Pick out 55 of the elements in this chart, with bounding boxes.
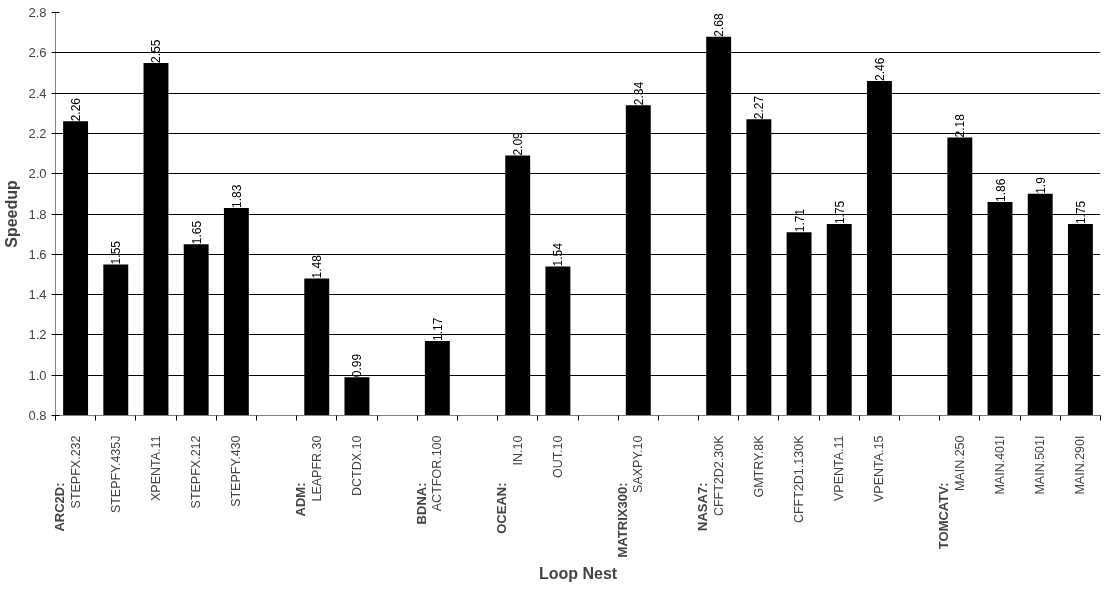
- data-label: 1.17: [430, 317, 445, 341]
- data-label: 2.46: [872, 57, 887, 82]
- y-tick-label: 0.8: [28, 408, 47, 423]
- x-tick-label: STEPFX.212: [189, 435, 204, 509]
- y-tick-label: 1.6: [28, 246, 47, 262]
- x-tick-label: MAIN.290I: [1073, 435, 1088, 495]
- x-tick-label: CFFT2D1.130K: [792, 434, 807, 524]
- text: ADM:: [293, 482, 309, 517]
- data-label: 1.75: [832, 200, 847, 225]
- data-label: 1.86: [993, 178, 1008, 202]
- data-label: 1.9: [1033, 176, 1048, 194]
- x-tick-label: VPENTA.11: [832, 435, 847, 502]
- x-tick-label: DCTDX.10: [349, 435, 364, 496]
- y-axis-title: Speedup: [3, 179, 21, 248]
- data-label: 1.65: [189, 220, 204, 245]
- y-tick-label: 2.4: [28, 85, 47, 101]
- x-tick-label: SAXPY.10: [631, 435, 646, 493]
- text: TOMCATV:: [936, 482, 952, 550]
- data-label: 1.75: [1073, 200, 1088, 225]
- x-tick-label: XPENTA.11: [148, 435, 163, 502]
- text: MATRIX300:: [614, 482, 630, 558]
- data-label: 1.83: [229, 184, 244, 208]
- x-tick-label: MAIN.501I: [1033, 435, 1048, 495]
- x-tick-label: OUT.10: [550, 435, 565, 478]
- y-tick-label: 2.6: [28, 45, 47, 61]
- x-tick-label: IN.10: [510, 435, 525, 466]
- data-label: 1.71: [792, 208, 807, 233]
- data-label: 1.55: [109, 240, 124, 265]
- x-tick-label: STEPFX.232: [68, 435, 83, 509]
- y-tick-label: 1.8: [28, 206, 47, 222]
- data-label: 2.26: [69, 97, 84, 122]
- text: OCEAN:: [494, 482, 510, 534]
- x-tick-label: CFFT2D2.30K: [711, 434, 726, 517]
- data-label: 2.55: [149, 39, 164, 63]
- data-label: 2.68: [712, 13, 727, 37]
- text: BDNA:: [413, 482, 429, 525]
- y-tick-label: 2.0: [28, 166, 47, 182]
- data-label: 1.48: [310, 254, 325, 279]
- x-tick-label: MAIN.401I: [993, 435, 1008, 495]
- y-tick-label: 1.0: [28, 367, 47, 383]
- x-tick-label: VPENTA.15: [872, 435, 887, 502]
- data-label: 2.27: [752, 95, 767, 120]
- x-tick-label: STEPFY.435J: [108, 435, 123, 514]
- x-tick-label: GMTRY.8K: [751, 434, 766, 498]
- y-tick-label: 2.2: [28, 125, 47, 141]
- x-tick-label: STEPFY.430: [229, 435, 244, 507]
- x-tick-label: MAIN.250: [952, 435, 967, 492]
- y-tick-label: 2.8: [28, 5, 47, 20]
- text: NASA7:: [695, 482, 711, 531]
- x-tick-label: ACTFOR.100: [430, 435, 445, 512]
- x-axis-title: Loop Nest: [538, 565, 618, 583]
- y-tick-label: 1.2: [28, 327, 47, 343]
- y-tick-label: 1.4: [28, 287, 47, 303]
- x-tick-label: LEAPFR.30: [309, 435, 324, 502]
- text: ARC2D:: [52, 482, 68, 532]
